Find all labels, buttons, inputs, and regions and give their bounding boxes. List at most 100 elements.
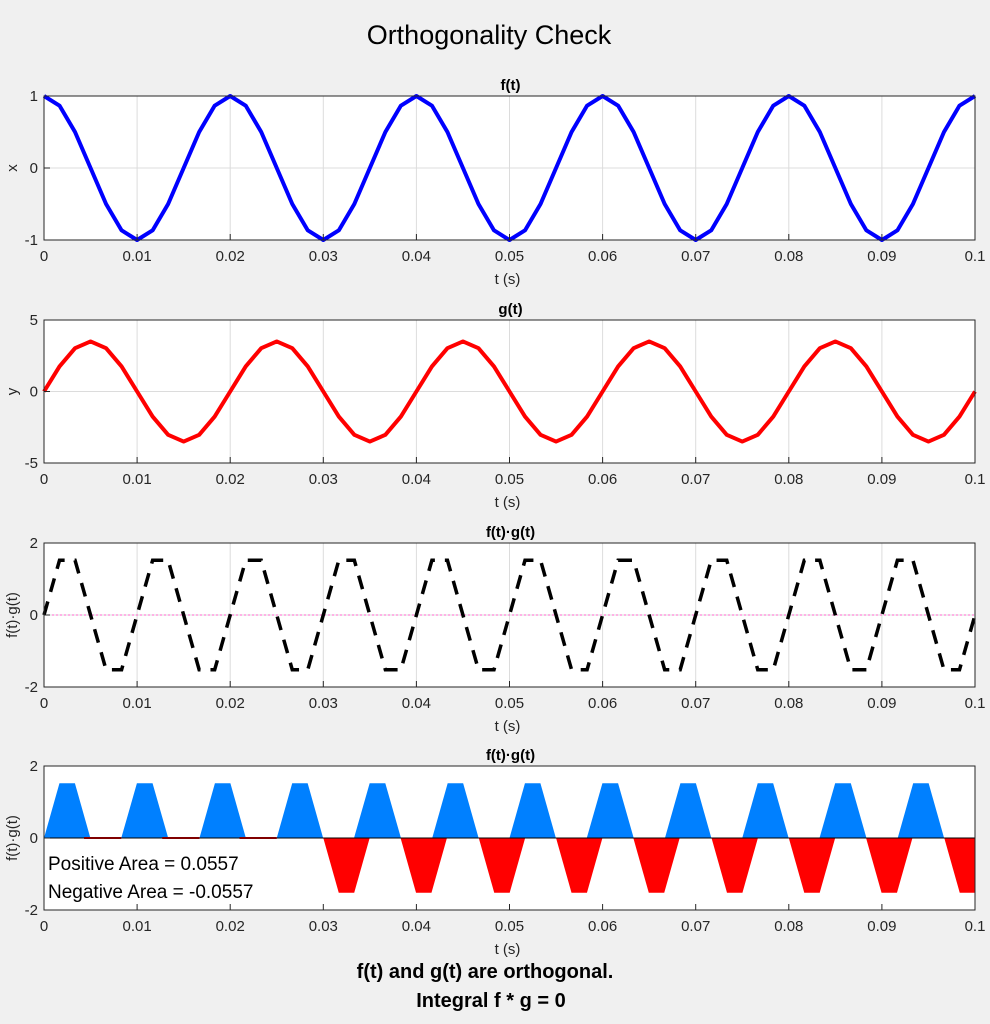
x-axis-label: t (s) <box>495 494 521 511</box>
series-line <box>42 339 977 444</box>
x-tick-label: 0.08 <box>774 918 803 935</box>
subplot-title: f(t) <box>501 77 521 94</box>
x-tick-label: 0.05 <box>495 695 524 712</box>
x-tick-label: 0.1 <box>965 471 986 488</box>
x-tick-label: 0.02 <box>216 918 245 935</box>
x-tick-label: 0.09 <box>867 918 896 935</box>
x-tick-label: 0.05 <box>495 471 524 488</box>
subplot-1: 0 0.01 0.02 0.03 0.04 0.05 0.06 0.07 0.08 0.09 0.1… <box>4 77 985 288</box>
y-tick-label: 0 <box>30 384 38 401</box>
positive-area-lobe <box>586 783 634 838</box>
x-tick-label: 0.02 <box>216 248 245 265</box>
x-axis-label: t (s) <box>495 271 521 288</box>
positive-area-lobe <box>897 783 945 838</box>
y-tick-label: 0 <box>30 607 38 624</box>
positive-area-lobe <box>199 783 246 838</box>
subplots: 0 0.01 0.02 0.03 0.04 0.05 0.06 0.07 0.08 0.09 0.1… <box>4 77 985 958</box>
subplot-3: 0 0.01 0.02 0.03 0.04 0.05 0.06 0.07 0.08 0.09 0.1… <box>4 524 985 735</box>
positive-area-lobe <box>509 783 556 838</box>
negative-area-lobe <box>400 838 447 893</box>
x-tick-label: 0.05 <box>495 918 524 935</box>
area-annotation: Negative Area = -0.0557 <box>48 882 253 903</box>
y-tick-label: 0 <box>30 830 38 847</box>
x-tick-label: 0.06 <box>588 471 617 488</box>
x-tick-label: 0.01 <box>122 248 151 265</box>
y-tick-label: 5 <box>30 312 38 329</box>
subplot-4: Positive Area = 0.0557 Negative Area = -0… <box>4 747 985 958</box>
subplot-title: f(t)·g(t) <box>486 747 535 764</box>
x-tick-label: 0.03 <box>309 918 338 935</box>
x-tick-label: 0.09 <box>867 471 896 488</box>
footer-line-1: f(t) and g(t) are orthogonal. <box>357 961 614 983</box>
x-axis-label: t (s) <box>495 718 521 735</box>
subplot-title: g(t) <box>498 301 522 318</box>
positive-area-lobe <box>121 783 169 838</box>
x-tick-label: 0.02 <box>216 695 245 712</box>
negative-area-lobe <box>711 838 758 893</box>
x-tick-label: 0.1 <box>965 918 986 935</box>
x-tick-label: 0.04 <box>402 248 431 265</box>
x-tick-label: 0.08 <box>774 695 803 712</box>
x-tick-label: 0.06 <box>588 248 617 265</box>
x-tick-label: 0.06 <box>588 918 617 935</box>
x-tick-label: 0.08 <box>774 248 803 265</box>
positive-area-lobe <box>664 783 712 838</box>
y-tick-label: -2 <box>25 679 38 696</box>
y-axis-label: f(t)·g(t) <box>4 592 21 638</box>
y-axis-label: x <box>4 164 21 172</box>
positive-area-lobe <box>432 783 479 838</box>
x-tick-label: 0.06 <box>588 695 617 712</box>
y-tick-label: -1 <box>25 232 38 249</box>
negative-area-lobe <box>944 838 975 893</box>
positive-area-lobe <box>276 783 324 838</box>
y-tick-label: 2 <box>30 535 38 552</box>
x-tick-label: 0.07 <box>681 248 710 265</box>
x-tick-label: 0.07 <box>681 918 710 935</box>
negative-area-lobe <box>788 838 836 893</box>
x-tick-label: 0.1 <box>965 695 986 712</box>
y-tick-label: 0 <box>30 160 38 177</box>
x-tick-label: 0.01 <box>122 471 151 488</box>
x-tick-label: 0.01 <box>122 695 151 712</box>
y-axis-label: y <box>4 387 21 395</box>
y-tick-label: -2 <box>25 902 38 919</box>
negative-area-lobe <box>478 838 526 893</box>
x-tick-label: 0.09 <box>867 248 896 265</box>
area-annotation: Positive Area = 0.0557 <box>48 854 239 875</box>
subplot-2: 0 0.01 0.02 0.03 0.04 0.05 0.06 0.07 0.08 0.09 0.1… <box>4 301 985 511</box>
x-tick-label: 0.07 <box>681 471 710 488</box>
x-tick-label: 0.04 <box>402 471 431 488</box>
negative-area-lobe <box>556 838 603 893</box>
series-line <box>42 558 977 672</box>
y-tick-label: -5 <box>25 455 38 472</box>
x-tick-label: 0 <box>40 471 48 488</box>
y-tick-label: 2 <box>30 758 38 775</box>
x-tick-label: 0 <box>40 918 48 935</box>
negative-area-lobe <box>866 838 913 893</box>
x-tick-label: 0.09 <box>867 695 896 712</box>
x-tick-label: 0.03 <box>309 471 338 488</box>
y-axis-label: f(t)·g(t) <box>4 815 21 861</box>
x-tick-label: 0.07 <box>681 695 710 712</box>
figure-title: Orthogonality Check <box>367 20 612 50</box>
subplot-title: f(t)·g(t) <box>486 524 535 541</box>
x-tick-label: 0.03 <box>309 695 338 712</box>
x-tick-label: 0.08 <box>774 471 803 488</box>
x-tick-label: 0 <box>40 248 48 265</box>
x-tick-label: 0.01 <box>122 918 151 935</box>
positive-area-lobe <box>354 783 401 838</box>
x-tick-label: 0.1 <box>965 248 986 265</box>
x-tick-label: 0.04 <box>402 918 431 935</box>
positive-area-lobe <box>44 783 91 838</box>
x-tick-label: 0.02 <box>216 471 245 488</box>
x-axis-label: t (s) <box>495 941 521 958</box>
footer-line-2: Integral f * g = 0 <box>416 990 565 1012</box>
x-tick-label: 0 <box>40 695 48 712</box>
x-tick-label: 0.05 <box>495 248 524 265</box>
x-tick-label: 0.04 <box>402 695 431 712</box>
negative-area-lobe <box>323 838 370 893</box>
positive-area-lobe <box>819 783 867 838</box>
positive-area-lobe <box>742 783 789 838</box>
x-tick-label: 0.03 <box>309 248 338 265</box>
